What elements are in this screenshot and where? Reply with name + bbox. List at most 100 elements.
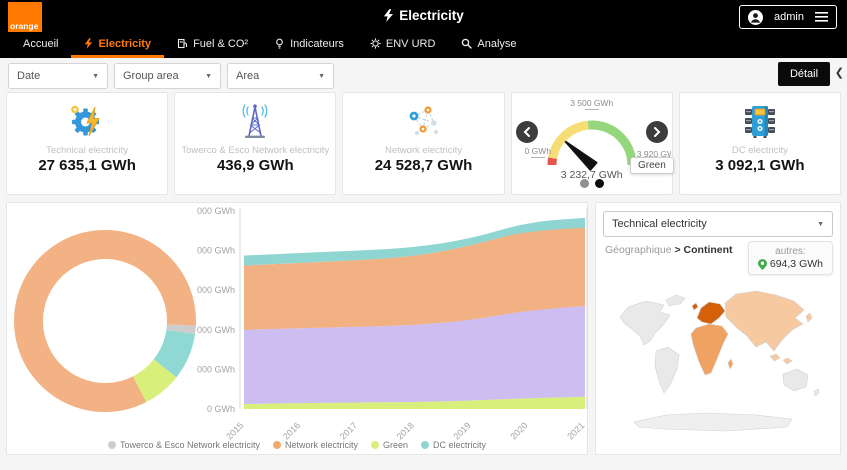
legend-item[interactable]: Towerco & Esco Network electricity <box>107 440 260 450</box>
nav-item-fuel-co2[interactable]: Fuel & CO² <box>164 32 261 58</box>
map-region-africa[interactable] <box>690 323 734 376</box>
area-series-green-layer[interactable] <box>244 396 585 409</box>
date-filter-select[interactable]: Date ▼ <box>8 63 108 89</box>
donut-segment[interactable] <box>14 230 196 412</box>
map-region-north-america[interactable] <box>619 300 671 346</box>
map-region-asia[interactable] <box>724 290 813 352</box>
area-filter-select[interactable]: Area ▼ <box>227 63 334 89</box>
page-title-text: Electricity <box>399 8 464 23</box>
group-area-filter-label: Group area <box>123 70 179 82</box>
date-filter-label: Date <box>17 70 41 82</box>
nav-label: Analyse <box>477 37 517 50</box>
y-axis-tick-label: 10 000 GWh <box>195 206 235 216</box>
donut-segment[interactable] <box>153 329 196 378</box>
carousel-dot-1[interactable] <box>579 179 589 188</box>
world-map[interactable] <box>606 281 832 446</box>
legend-label: Green <box>383 440 409 450</box>
x-axis-tick-label: 2017 <box>338 420 359 441</box>
nav-item-env-urd[interactable]: ENV URD <box>357 32 449 58</box>
legend-item[interactable]: DC electricity <box>421 440 486 450</box>
carousel-prev-button[interactable] <box>515 121 538 143</box>
kpi-label: Towerco & Esco Network electricity <box>181 145 330 156</box>
electricity-trend-panel: 0 GWh 2 000 GWh 4 000 GWh 6 000 GWh 8 000 GW… <box>6 202 588 455</box>
hamburger-menu-icon[interactable] <box>815 12 828 22</box>
nav-item-electricity[interactable]: Electricity <box>71 32 165 58</box>
kpi-value: 3 092,1 GWh <box>715 157 805 174</box>
area-series-orange-layer[interactable] <box>244 227 585 330</box>
kpi-card-dc-electricity: DC electricity 3 092,1 GWh <box>678 92 841 195</box>
metric-select[interactable]: Technical electricity ▼ <box>603 211 833 237</box>
kpi-label: Technical electricity <box>46 145 129 156</box>
carousel-next-button[interactable] <box>645 121 668 143</box>
gear-bolt-icon <box>71 105 100 137</box>
kpi-label: DC electricity <box>731 145 788 156</box>
x-axis-tick-label: 2019 <box>452 420 473 441</box>
donut-segment[interactable] <box>132 358 177 403</box>
map-tooltip-value: 694,3 GWh <box>769 258 823 270</box>
nav-label: Electricity <box>98 37 152 50</box>
chevron-down-icon: ▼ <box>817 220 824 228</box>
gear-icon <box>370 38 381 49</box>
nav-item-accueil[interactable]: Accueil <box>10 32 71 58</box>
legend-dot-icon <box>273 441 281 449</box>
map-region-australia[interactable] <box>782 368 820 397</box>
breadcrumb-current: Continent <box>683 244 733 256</box>
legend-label: Network electricity <box>285 440 359 450</box>
gauge-tooltip: Green <box>630 157 674 174</box>
area-series-purple-layer[interactable] <box>244 306 585 405</box>
kpi-value: 24 528,7 GWh <box>374 157 473 174</box>
carousel-dot-2[interactable] <box>594 179 604 188</box>
stacked-area-chart[interactable]: 0 GWh 2 000 GWh 4 000 GWh 6 000 GWh 8 000 GW… <box>195 203 589 456</box>
kpi-row: Technical electricity 27 635,1 GWh Tower… <box>6 92 841 195</box>
magnifier-icon <box>462 38 473 49</box>
breadcrumb-parent[interactable]: Géographique <box>605 244 672 256</box>
collapse-panel-chevron-icon[interactable]: ❮ <box>834 67 844 79</box>
legend-dot-icon <box>107 441 116 449</box>
map-region-south-america[interactable] <box>654 346 680 394</box>
nav-item-indicateurs[interactable]: Indicateurs <box>261 32 357 58</box>
chevron-right-icon <box>653 127 661 137</box>
top-bar: orange Electricity admin Accueil Electri… <box>0 0 847 58</box>
legend-item[interactable]: Green <box>371 440 408 450</box>
nav-label: ENV URD <box>385 37 436 50</box>
x-axis-tick-label: 2016 <box>281 420 302 441</box>
nav-item-analyse[interactable]: Analyse <box>448 32 529 58</box>
kpi-label: Network electricity <box>384 145 463 156</box>
electricity-bolt-icon <box>384 9 394 22</box>
dc-rack-icon <box>744 106 775 138</box>
user-menu[interactable]: admin <box>739 5 837 29</box>
gauge-needle <box>564 140 598 171</box>
donut-chart[interactable] <box>9 225 201 417</box>
x-axis-tick-label: 2015 <box>224 420 245 441</box>
map-region-antarctica[interactable] <box>633 412 793 432</box>
group-area-filter-select[interactable]: Group area ▼ <box>114 63 221 89</box>
kpi-card-towerco-esco: Towerco & Esco Network electricity 436,9… <box>174 92 337 195</box>
metric-select-value: Technical electricity <box>612 218 707 230</box>
gauge-right-label: 3 920 GWh <box>637 149 671 161</box>
geo-map-panel: Technical electricity ▼ Géographique > C… <box>595 202 841 455</box>
user-name: admin <box>774 11 804 23</box>
orange-logo: orange <box>8 2 42 32</box>
x-axis-tick-label: 2021 <box>565 420 586 441</box>
map-region-europe[interactable] <box>691 301 726 325</box>
gauge-carousel-card: 3 500 GWh 0 GWh 3 920 GWh 3 232,7 GWh Gr… <box>510 92 674 195</box>
breadcrumb: Géographique > Continent <box>605 244 733 256</box>
gauge-max-label: 3 500 GWh <box>512 98 672 110</box>
gauge-value: 3 232,7 GWh <box>560 169 623 181</box>
area-filter-label: Area <box>236 70 260 82</box>
donut-segment[interactable] <box>166 324 196 335</box>
detail-button[interactable]: Détail <box>778 62 830 86</box>
nav-label: Accueil <box>23 37 59 50</box>
area-series-teal-layer[interactable] <box>244 217 585 266</box>
map-region-southeast-asia[interactable] <box>769 353 793 365</box>
chart-legend: Towerco & Esco Network electricity Networ… <box>7 440 587 450</box>
carousel-dots <box>512 179 672 188</box>
legend-label: DC electricity <box>433 440 487 450</box>
map-region-greenland[interactable] <box>665 294 686 307</box>
chevron-left-icon <box>523 127 530 137</box>
legend-dot-icon <box>421 441 430 449</box>
legend-item[interactable]: Network electricity <box>273 440 358 450</box>
page-title: Electricity <box>0 8 847 23</box>
y-axis-tick-label: 8 000 GWh <box>195 246 235 256</box>
